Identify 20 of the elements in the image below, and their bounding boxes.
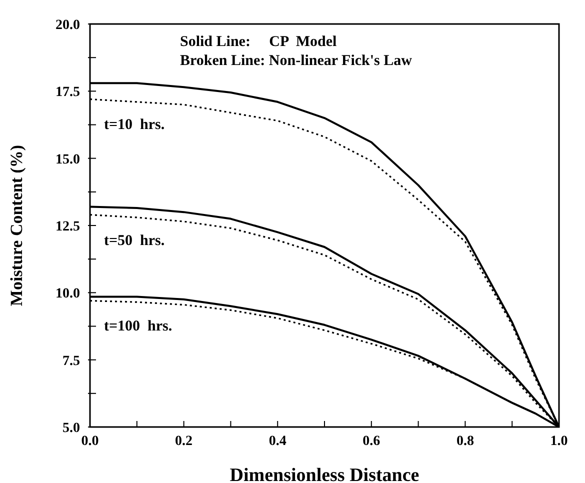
annotation: t=50 hrs.	[104, 232, 165, 249]
y-axis-title: Moisture Content (%)	[7, 144, 26, 306]
y-tick-label: 10.0	[56, 286, 80, 302]
annotation: t=100 hrs.	[104, 318, 172, 335]
y-tick-label: 12.5	[56, 219, 80, 234]
annotation: t=10 hrs.	[104, 117, 165, 134]
x-tick-label: 0.8	[456, 434, 474, 449]
y-tick-label: 17.5	[56, 85, 80, 100]
x-tick-label: 1.0	[550, 434, 568, 449]
x-tick-label: 0.6	[362, 434, 380, 449]
x-tick-label: 0.0	[81, 434, 99, 449]
x-tick-label: 0.4	[268, 434, 286, 449]
annotation: Solid Line: CP Model	[180, 34, 337, 50]
x-tick-label: 0.2	[175, 434, 193, 449]
y-tick-label: 15.0	[56, 152, 80, 168]
annotation: Broken Line: Non-linear Fick's Law	[180, 53, 412, 69]
y-tick-label: 20.0	[56, 18, 80, 33]
x-axis-title: Dimensionless Distance	[230, 465, 420, 483]
y-tick-label: 7.5	[62, 354, 80, 369]
y-tick-label: 5.0	[62, 420, 80, 436]
